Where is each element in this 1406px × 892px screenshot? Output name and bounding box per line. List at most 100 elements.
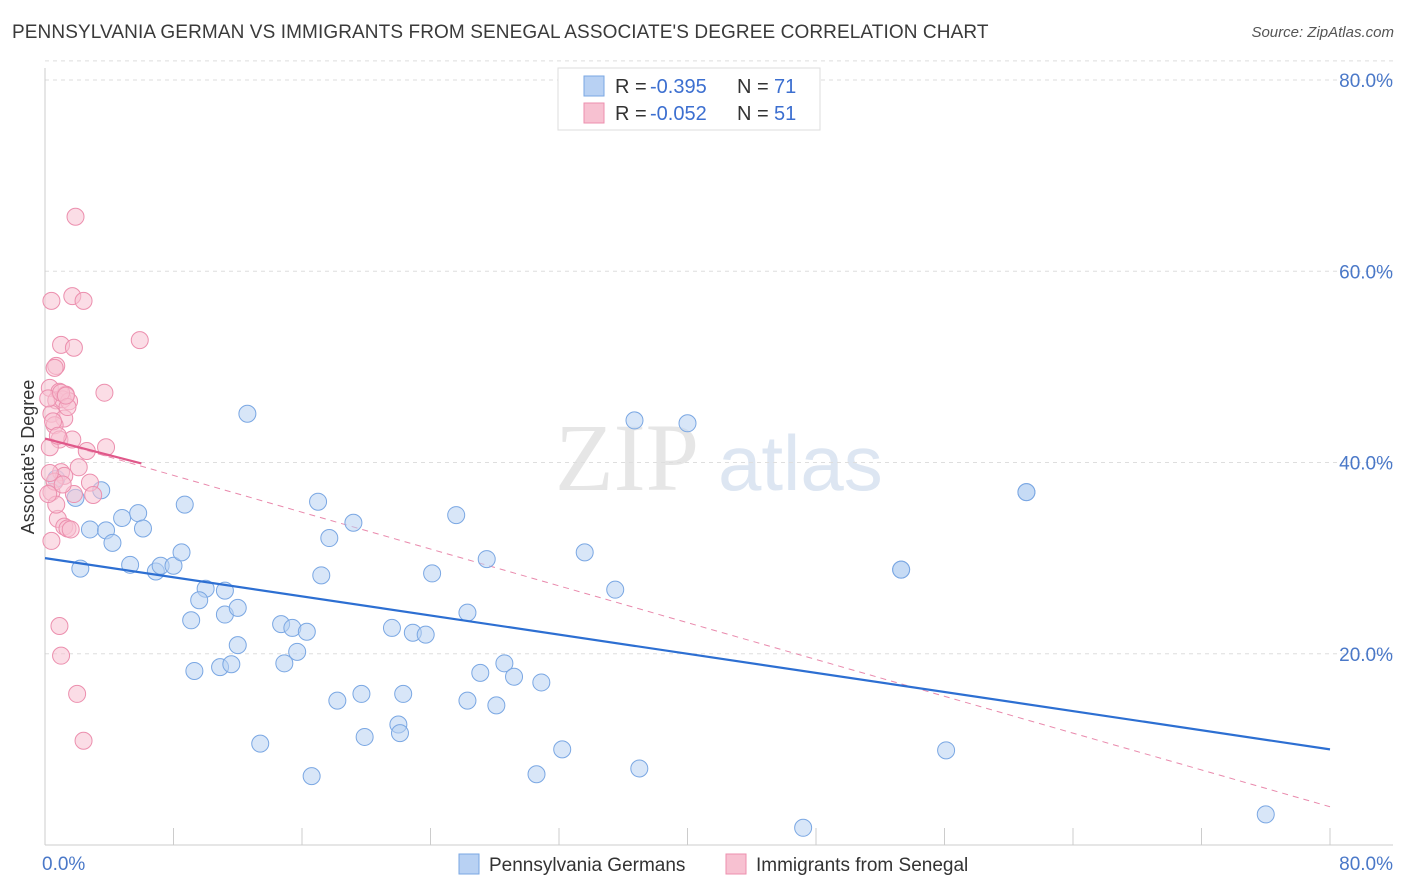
immigrants-from-senegal-point <box>74 731 93 750</box>
series-legend: Pennsylvania Germans Immigrants from Sen… <box>458 853 968 876</box>
pennsylvania-germans-point <box>133 519 152 538</box>
pennsylvania-germans-point <box>394 684 413 703</box>
pennsylvania-germans-point <box>302 767 321 786</box>
pennsylvania-germans-point <box>505 667 524 686</box>
pennsylvania-germans-point <box>297 622 316 641</box>
pennsylvania-germans-point <box>477 550 496 569</box>
pennsylvania-germans-point <box>352 684 371 703</box>
stats-legend-r-value-1: -0.395 <box>650 76 707 98</box>
immigrants-from-senegal-point <box>64 338 83 357</box>
pennsylvania-germans-point <box>892 560 911 579</box>
pennsylvania-germans-point <box>328 691 347 710</box>
stats-legend-r-label-2: R = <box>615 103 647 125</box>
immigrants-from-senegal-point <box>40 464 59 483</box>
pennsylvania-germans-point <box>320 529 339 548</box>
immigrants-from-senegal-point <box>84 486 103 505</box>
immigrants-from-senegal-point <box>39 485 58 504</box>
immigrants-from-senegal-point <box>42 531 61 550</box>
pennsylvania-germans-point <box>382 618 401 637</box>
x-axis-ticks <box>173 828 1331 845</box>
pennsylvania-germans-point <box>495 654 514 673</box>
pennsylvania-germans-point <box>182 611 201 630</box>
immigrants-from-senegal-point <box>97 438 116 457</box>
pennsylvania-germans-point <box>532 673 551 692</box>
immigrants-from-senegal-point <box>95 383 114 402</box>
series2-trend-line <box>44 437 142 465</box>
legend-label-pennsylvania-germans: Pennsylvania Germans <box>489 855 685 876</box>
legend-label-immigrants-from-senegal: Immigrants from Senegal <box>756 855 968 876</box>
chart-title: PENNSYLVANIA GERMAN VS IMMIGRANTS FROM S… <box>12 22 989 43</box>
immigrants-from-senegal-point <box>45 358 64 377</box>
pennsylvania-germans-point <box>103 533 122 552</box>
x-tick-label-max: 80.0% <box>1339 854 1393 875</box>
pennsylvania-germans-point <box>228 598 247 617</box>
stats-legend-n-value-1: 71 <box>774 76 796 98</box>
pennsylvania-germans-point <box>175 495 194 514</box>
pennsylvania-germans-point <box>222 655 241 674</box>
pennsylvania-germans-point <box>471 663 490 682</box>
pennsylvania-germans-point <box>527 765 546 784</box>
pennsylvania-germans-point <box>164 556 183 575</box>
pennsylvania-germans-point <box>1017 483 1036 502</box>
y-tick-label: 60.0% <box>1339 262 1393 283</box>
pennsylvania-germans-point <box>309 492 328 511</box>
pennsylvania-germans-point <box>447 506 466 525</box>
immigrants-from-senegal-point <box>50 617 69 636</box>
gridlines <box>45 60 1393 655</box>
y-tick-labels: 20.0% 40.0% 60.0% 80.0% <box>1339 71 1393 666</box>
stats-legend: R = -0.395 N = 71 R = -0.052 N = 51 <box>557 67 821 131</box>
source-credit: Source: ZipAtlas.com <box>1251 24 1394 41</box>
pennsylvania-germans-point <box>423 564 442 583</box>
legend-swatch-pennsylvania-germans <box>458 853 480 875</box>
y-tick-label: 80.0% <box>1339 71 1393 92</box>
immigrants-from-senegal-point <box>130 331 149 350</box>
immigrants-from-senegal-point <box>61 520 80 539</box>
pennsylvania-germans-point <box>937 741 956 760</box>
legend-swatch-immigrants-from-senegal <box>725 853 747 875</box>
series1-points <box>47 404 1275 837</box>
series1-trend-line <box>44 557 1331 751</box>
immigrants-from-senegal-point <box>53 475 72 494</box>
pennsylvania-germans-point <box>678 414 697 433</box>
pennsylvania-germans-point <box>113 508 132 527</box>
pennsylvania-germans-point <box>190 591 209 610</box>
y-tick-label: 20.0% <box>1339 645 1393 666</box>
pennsylvania-germans-point <box>416 625 435 644</box>
pennsylvania-germans-point <box>575 543 594 562</box>
stats-legend-n-label-1: N = <box>737 76 769 98</box>
stats-legend-r-value-2: -0.052 <box>650 103 707 125</box>
pennsylvania-germans-point <box>312 566 331 585</box>
series2-points <box>39 207 149 750</box>
stats-legend-swatch-series2 <box>583 102 605 124</box>
immigrants-from-senegal-point <box>52 646 71 665</box>
pennsylvania-germans-point <box>344 513 363 532</box>
stats-legend-n-value-2: 51 <box>774 103 796 125</box>
pennsylvania-germans-point <box>630 759 649 778</box>
y-tick-label: 40.0% <box>1339 454 1393 475</box>
immigrants-from-senegal-point <box>56 386 75 405</box>
immigrants-from-senegal-point <box>69 458 88 477</box>
pennsylvania-germans-point <box>1256 805 1275 824</box>
stats-legend-r-label-1: R = <box>615 76 647 98</box>
watermark: ZIP atlas <box>555 404 883 511</box>
pennsylvania-germans-point <box>458 691 477 710</box>
pennsylvania-germans-point <box>458 603 477 622</box>
immigrants-from-senegal-point <box>42 291 61 310</box>
pennsylvania-germans-point <box>390 724 409 743</box>
pennsylvania-germans-point <box>129 504 148 523</box>
series2-trend-extension <box>44 438 1331 808</box>
pennsylvania-germans-point <box>228 636 247 655</box>
y-axis-label: Associate's Degree <box>18 380 38 535</box>
pennsylvania-germans-point <box>606 580 625 599</box>
stats-legend-swatch-series1 <box>583 75 605 97</box>
immigrants-from-senegal-point <box>68 684 87 703</box>
pennsylvania-germans-point <box>80 520 99 539</box>
pennsylvania-germans-point <box>625 411 644 430</box>
immigrants-from-senegal-point <box>66 207 85 226</box>
pennsylvania-germans-point <box>238 404 257 423</box>
pennsylvania-germans-point <box>275 654 294 673</box>
pennsylvania-germans-point <box>553 740 572 759</box>
x-tick-label-min: 0.0% <box>42 854 85 875</box>
stats-legend-n-label-2: N = <box>737 103 769 125</box>
